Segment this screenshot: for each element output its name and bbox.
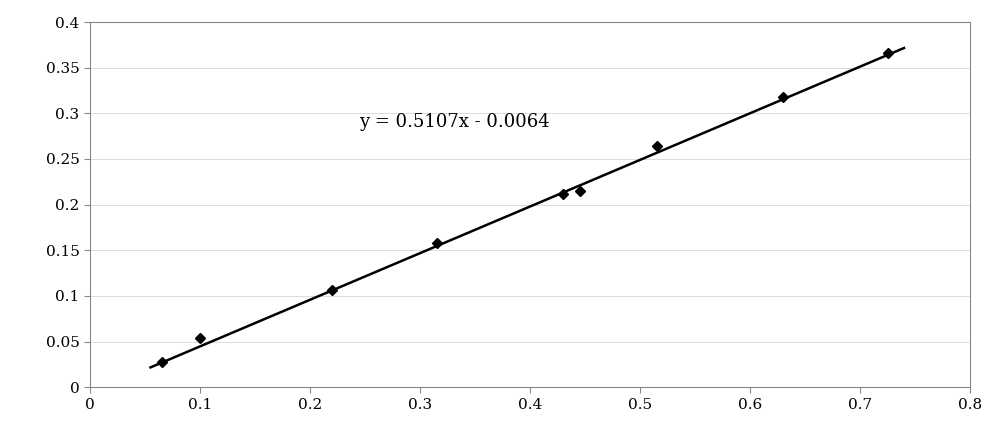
- Text: y = 0.5107x - 0.0064: y = 0.5107x - 0.0064: [360, 113, 550, 131]
